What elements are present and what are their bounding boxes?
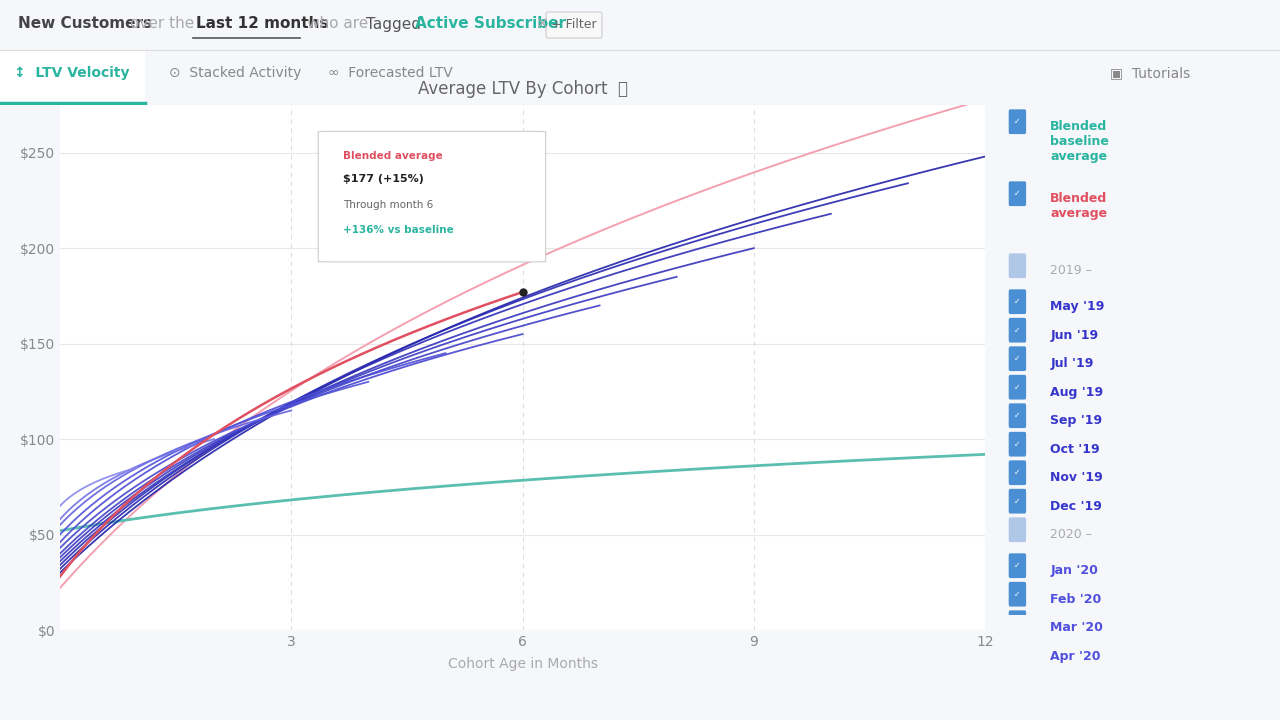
FancyBboxPatch shape xyxy=(1009,489,1027,513)
Text: May '19: May '19 xyxy=(1050,300,1105,313)
Text: Active Subscriber: Active Subscriber xyxy=(415,17,566,32)
Text: ⊙  Stacked Activity: ⊙ Stacked Activity xyxy=(169,66,301,80)
Text: Tagged: Tagged xyxy=(366,17,421,32)
Text: Mar '20: Mar '20 xyxy=(1050,621,1103,634)
Text: ✓: ✓ xyxy=(1014,618,1020,627)
Text: Blended
baseline
average: Blended baseline average xyxy=(1050,120,1108,163)
Text: +136% vs baseline: +136% vs baseline xyxy=(343,225,453,235)
FancyBboxPatch shape xyxy=(1009,346,1027,371)
Text: Nov '19: Nov '19 xyxy=(1050,472,1103,485)
FancyBboxPatch shape xyxy=(1009,639,1027,664)
FancyBboxPatch shape xyxy=(1009,611,1027,635)
X-axis label: Cohort Age in Months: Cohort Age in Months xyxy=(448,657,598,671)
Text: ✓: ✓ xyxy=(1014,411,1020,420)
Text: ✓: ✓ xyxy=(1014,383,1020,392)
Text: Aug '19: Aug '19 xyxy=(1050,386,1103,399)
Text: Through month 6: Through month 6 xyxy=(343,200,433,210)
Text: Feb '20: Feb '20 xyxy=(1050,593,1102,606)
Text: Jan '20: Jan '20 xyxy=(1050,564,1098,577)
Text: ✓: ✓ xyxy=(1014,440,1020,449)
Text: 2020 –: 2020 – xyxy=(1050,528,1092,541)
Text: Apr '20: Apr '20 xyxy=(1050,649,1101,663)
FancyBboxPatch shape xyxy=(1009,403,1027,428)
FancyBboxPatch shape xyxy=(1009,432,1027,456)
FancyBboxPatch shape xyxy=(1009,109,1027,134)
Text: Dec '19: Dec '19 xyxy=(1050,500,1102,513)
FancyBboxPatch shape xyxy=(1009,554,1027,578)
FancyBboxPatch shape xyxy=(1009,318,1027,343)
Text: ×: × xyxy=(536,17,549,32)
FancyBboxPatch shape xyxy=(319,131,545,262)
Text: Blended
average: Blended average xyxy=(1050,192,1107,220)
FancyBboxPatch shape xyxy=(1009,181,1027,206)
Text: $177 (+15%): $177 (+15%) xyxy=(343,174,424,184)
Text: Blended average: Blended average xyxy=(343,150,443,161)
Text: ▣  Tutorials: ▣ Tutorials xyxy=(1110,66,1190,80)
Text: ✓: ✓ xyxy=(1014,354,1020,363)
Bar xyxy=(0,50,145,105)
Text: New Customers: New Customers xyxy=(18,17,152,32)
FancyBboxPatch shape xyxy=(1009,253,1027,278)
Text: ✓: ✓ xyxy=(1014,297,1020,306)
Text: + Filter: + Filter xyxy=(552,17,596,30)
Text: Last 12 months: Last 12 months xyxy=(196,17,329,32)
FancyBboxPatch shape xyxy=(1009,460,1027,485)
Text: over the: over the xyxy=(131,17,195,32)
FancyBboxPatch shape xyxy=(1009,518,1027,542)
Text: ✓: ✓ xyxy=(1014,647,1020,656)
Text: ∞  Forecasted LTV: ∞ Forecasted LTV xyxy=(328,66,452,80)
FancyBboxPatch shape xyxy=(1009,375,1027,400)
FancyBboxPatch shape xyxy=(547,12,602,38)
Text: ✓: ✓ xyxy=(1014,189,1020,198)
Text: ✓: ✓ xyxy=(1014,325,1020,335)
FancyBboxPatch shape xyxy=(1009,289,1027,314)
Text: Jul '19: Jul '19 xyxy=(1050,357,1093,370)
Text: ✓: ✓ xyxy=(1014,590,1020,599)
Text: ✓: ✓ xyxy=(1014,561,1020,570)
Text: ✓: ✓ xyxy=(1014,468,1020,477)
FancyBboxPatch shape xyxy=(1009,582,1027,606)
Text: ✓: ✓ xyxy=(1014,117,1020,126)
Text: 2019 –: 2019 – xyxy=(1050,264,1092,277)
Title: Average LTV By Cohort  ⓘ: Average LTV By Cohort ⓘ xyxy=(417,80,627,98)
Text: ✓: ✓ xyxy=(1014,497,1020,505)
Text: Oct '19: Oct '19 xyxy=(1050,443,1100,456)
Text: who are: who are xyxy=(307,17,369,32)
Text: Sep '19: Sep '19 xyxy=(1050,414,1102,427)
Text: Jun '19: Jun '19 xyxy=(1050,329,1098,342)
Text: ↕  LTV Velocity: ↕ LTV Velocity xyxy=(14,66,129,80)
